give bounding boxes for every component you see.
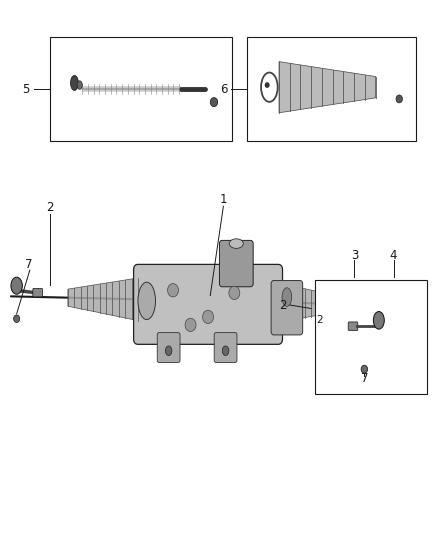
FancyBboxPatch shape — [401, 305, 410, 313]
Ellipse shape — [396, 95, 403, 103]
Ellipse shape — [71, 76, 78, 91]
FancyBboxPatch shape — [33, 288, 42, 297]
Ellipse shape — [230, 239, 244, 248]
FancyBboxPatch shape — [271, 280, 303, 335]
Ellipse shape — [77, 81, 82, 90]
Text: 6: 6 — [219, 83, 227, 96]
Ellipse shape — [361, 365, 367, 373]
FancyBboxPatch shape — [134, 264, 283, 344]
Text: 2: 2 — [279, 298, 286, 311]
Text: 2: 2 — [46, 201, 54, 214]
Text: 5: 5 — [23, 83, 30, 96]
Bar — [50, 37, 232, 141]
Ellipse shape — [11, 277, 22, 294]
Polygon shape — [276, 282, 339, 322]
Ellipse shape — [222, 346, 229, 356]
Ellipse shape — [282, 288, 292, 306]
Ellipse shape — [185, 318, 196, 332]
Text: 2: 2 — [316, 316, 323, 325]
FancyBboxPatch shape — [214, 333, 237, 362]
Polygon shape — [68, 278, 138, 320]
Text: 7: 7 — [360, 373, 368, 385]
Text: 3: 3 — [351, 249, 358, 262]
Ellipse shape — [168, 284, 179, 297]
Text: 1: 1 — [219, 193, 227, 206]
FancyBboxPatch shape — [348, 322, 358, 330]
Ellipse shape — [138, 282, 155, 320]
Ellipse shape — [373, 311, 384, 329]
Ellipse shape — [265, 83, 269, 87]
Polygon shape — [279, 62, 376, 113]
Ellipse shape — [229, 286, 240, 300]
Bar — [247, 37, 416, 141]
Ellipse shape — [210, 98, 218, 107]
Text: 7: 7 — [25, 259, 32, 271]
Ellipse shape — [166, 346, 172, 356]
Bar — [315, 280, 427, 394]
Text: 4: 4 — [390, 249, 397, 262]
Ellipse shape — [202, 310, 213, 324]
Ellipse shape — [14, 315, 20, 322]
Ellipse shape — [413, 294, 424, 310]
FancyBboxPatch shape — [157, 333, 180, 362]
FancyBboxPatch shape — [219, 240, 253, 287]
